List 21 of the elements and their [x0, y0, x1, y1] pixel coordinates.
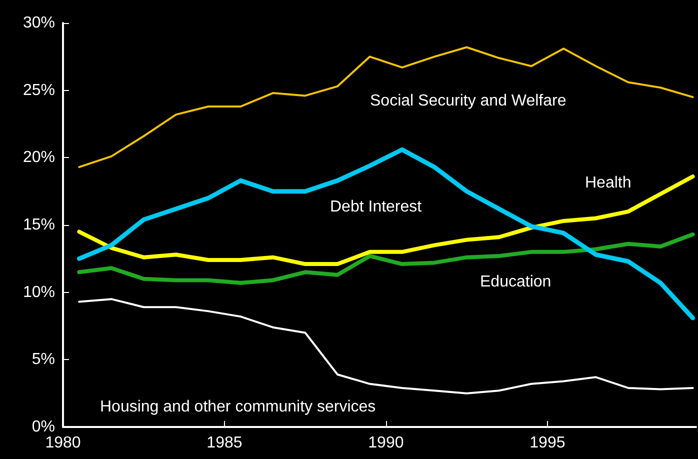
y-tick-label: 5%	[32, 351, 55, 368]
series-label: Social Security and Welfare	[370, 92, 566, 110]
line-series	[78, 46, 694, 168]
series-label: Debt Interest	[330, 198, 422, 216]
x-tick-label: 1990	[368, 434, 404, 452]
line-series	[77, 174, 695, 266]
line-series	[77, 232, 695, 285]
x-tick-label: 1985	[206, 434, 242, 452]
series-label: Housing and other community services	[100, 398, 376, 416]
line-series	[76, 147, 696, 320]
y-tick-label: 0%	[32, 418, 55, 436]
x-tick-label: 1995	[530, 434, 566, 452]
series-label: Education	[480, 274, 552, 290]
y-tick-label: 30%	[22, 14, 55, 32]
series-label: Health	[585, 174, 632, 192]
y-tick-label: 25%	[22, 82, 55, 99]
y-tick-label: 20%	[22, 149, 55, 166]
line-series	[78, 298, 694, 394]
y-tick-label: 10%	[22, 284, 55, 301]
x-tick-label: 1980	[45, 434, 81, 452]
y-tick-label: 15%	[22, 216, 55, 234]
